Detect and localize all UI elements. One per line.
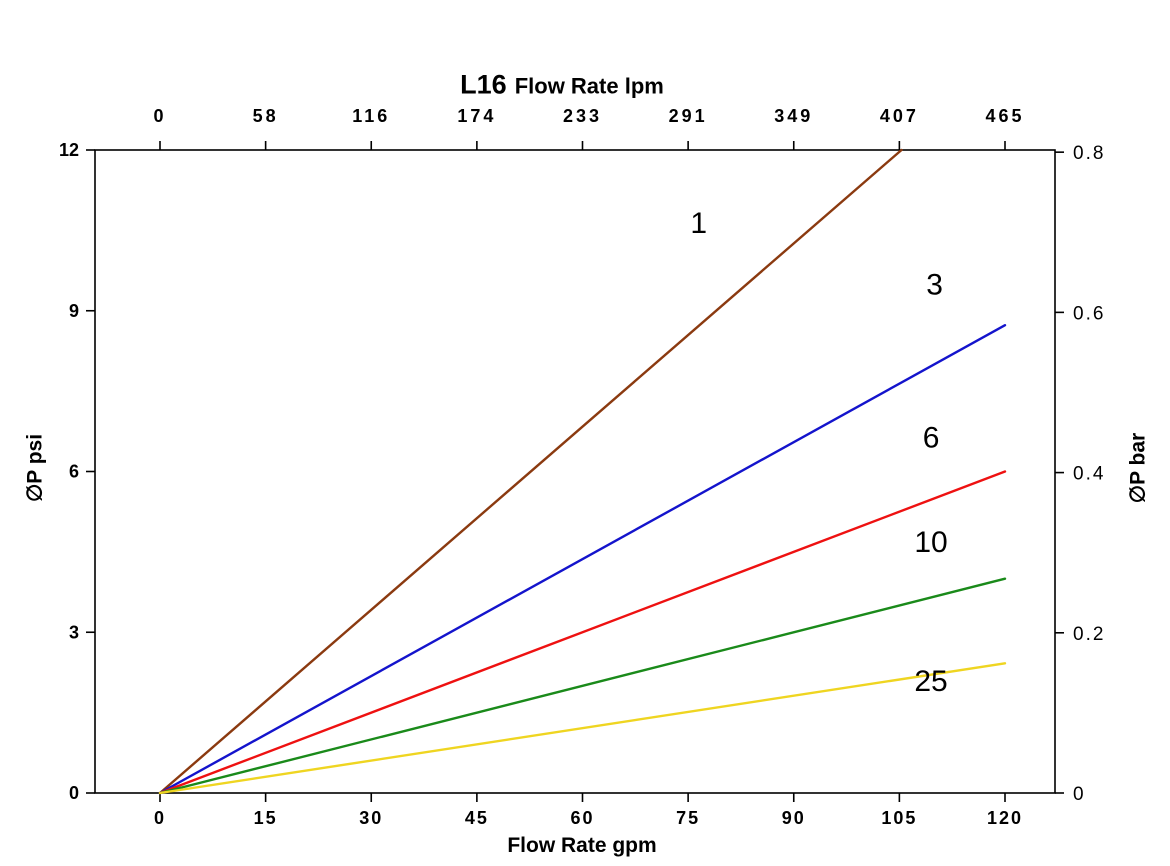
x-bottom-tick-label: 120 xyxy=(987,808,1023,828)
series-line-1 xyxy=(158,148,903,795)
y-left-tick-label: 3 xyxy=(69,622,79,642)
x-top-tick-label: 116 xyxy=(352,106,390,126)
y-left-tick-label: 9 xyxy=(69,301,79,321)
series-label-10: 10 xyxy=(914,526,947,559)
y-left-tick-label: 6 xyxy=(69,462,79,482)
x-bottom-tick-label: 75 xyxy=(676,808,700,828)
series-line-3 xyxy=(158,324,1007,795)
series-line-25 xyxy=(158,662,1007,795)
x-top-tick-label: 407 xyxy=(880,106,919,126)
y-right-tick-label: 0.6 xyxy=(1073,303,1105,324)
series-label-3: 3 xyxy=(926,269,943,302)
series-label-1: 1 xyxy=(690,207,707,240)
x-top-tick-label: 233 xyxy=(563,106,602,126)
chart-title-text: Flow Rate lpm xyxy=(514,73,664,99)
x-bottom-tick-label: 0 xyxy=(154,808,166,828)
x-top-tick-label: 465 xyxy=(985,106,1024,126)
x-bottom-tick-label: 30 xyxy=(359,808,383,828)
x-bottom-tick-label: 15 xyxy=(254,808,278,828)
chart-title-model: L16 xyxy=(460,69,507,100)
plot-border xyxy=(94,149,1056,794)
x-top-tick-label: 174 xyxy=(457,106,496,126)
y-right-tick-label: 0 xyxy=(1073,784,1086,805)
x-top-tick-label: 291 xyxy=(669,106,708,126)
y-left-tick-label: 0 xyxy=(69,783,79,803)
y-left-tick-label: 12 xyxy=(59,140,79,160)
y-right-tick-label: 0.8 xyxy=(1073,143,1105,164)
series-label-25: 25 xyxy=(914,665,947,698)
chart-title: L16 Flow Rate lpm xyxy=(460,70,664,101)
x-bottom-tick-label: 45 xyxy=(465,808,489,828)
y-right-tick-label: 0.4 xyxy=(1073,464,1105,485)
series-line-6 xyxy=(158,470,1007,795)
x-bottom-axis-label: Flow Rate gpm xyxy=(507,834,657,857)
x-bottom-tick-label: 90 xyxy=(782,808,806,828)
series-line-10 xyxy=(158,577,1007,795)
x-top-tick-label: 0 xyxy=(153,106,166,126)
x-top-tick-label: 349 xyxy=(774,106,813,126)
x-bottom-tick-label: 60 xyxy=(570,808,594,828)
series-label-6: 6 xyxy=(923,421,940,454)
y-right-tick-label: 0.2 xyxy=(1073,624,1105,645)
x-top-tick-label: 58 xyxy=(253,106,279,126)
x-bottom-tick-label: 105 xyxy=(881,808,917,828)
